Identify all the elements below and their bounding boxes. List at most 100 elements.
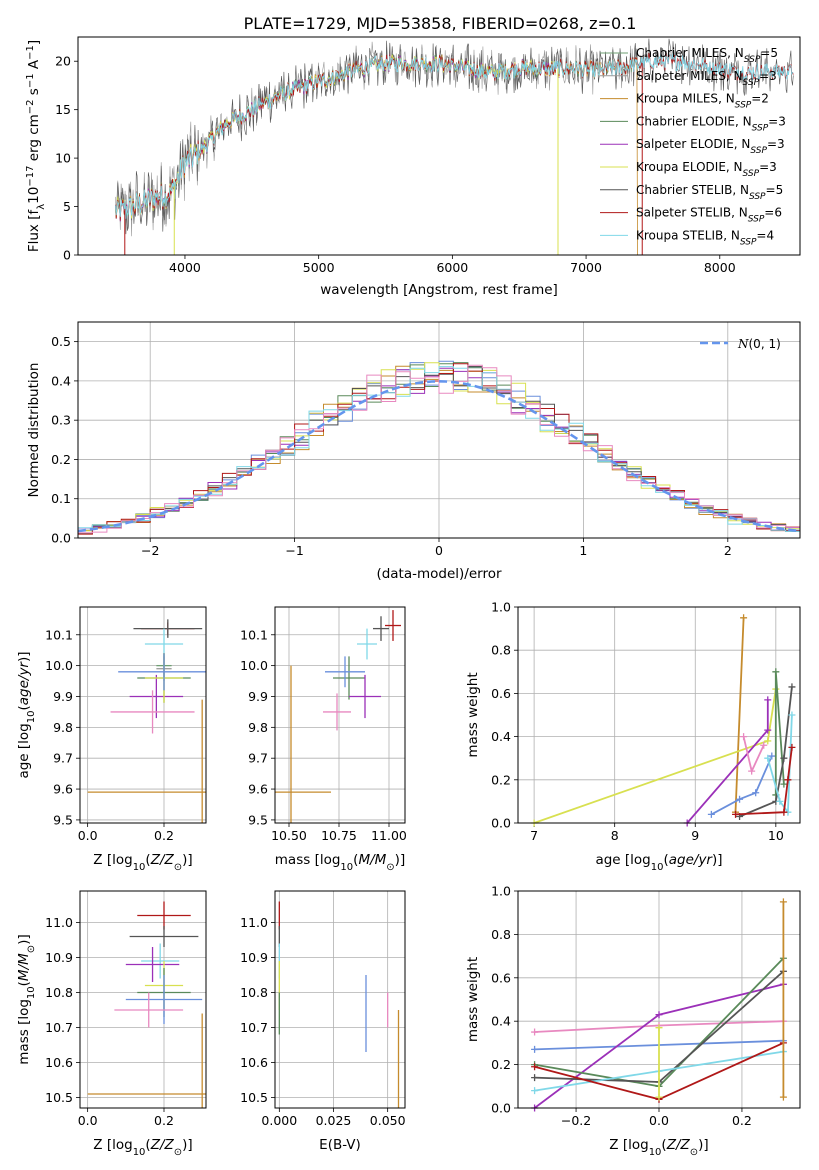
x-tick-label: 0.000 xyxy=(261,1113,297,1128)
legend-entry: Chabrier MILES, NSSP=5 xyxy=(636,46,778,65)
x-tick-label: −2 xyxy=(141,543,159,558)
weight-marker xyxy=(764,754,772,762)
legend-entry: Salpeter STELIB, NSSP=6 xyxy=(636,206,782,225)
weight-line xyxy=(710,755,773,816)
weight-marker xyxy=(772,668,780,676)
y-tick-label: 10.7 xyxy=(240,1020,268,1035)
weight-vs-metallicity-panel: −0.2 0.0 0.2 0.0 0.2 0.4 0.6 0.8 1.0 Z [log10(Z/Z… xyxy=(465,884,801,1158)
weight-vs-age-panel: 7 8 9 10 0.0 0.2 0.4 0.6 0.8 1.0 age [log10(age/yr… xyxy=(465,600,801,873)
weight-marker xyxy=(732,810,740,818)
y-tick-label: 0.1 xyxy=(51,491,71,506)
weight-line xyxy=(735,747,793,816)
y-tick-label: 9.7 xyxy=(53,751,73,766)
x-tick-label: 9 xyxy=(691,828,699,843)
y-tick-label: 9.7 xyxy=(248,751,268,766)
y-tick-label: 0.5 xyxy=(51,334,71,349)
residual-histogram xyxy=(78,364,800,534)
y-tick-label: 11.0 xyxy=(45,915,73,930)
x-tick-label: 0.050 xyxy=(370,1113,406,1128)
x-axis-label: (data-model)/error xyxy=(376,566,502,582)
y-axis-label: Flux [fλ10−17 erg cm−2 s−1 A−1] xyxy=(25,40,47,252)
age-vs-metallicity-panel: 0.0 0.2 9.5 9.6 9.7 9.8 9.9 10.0 10.1 Z [log10(Z/… xyxy=(16,606,207,873)
spectrum-line-kroupa-stelib xyxy=(115,53,794,219)
legend-entry: Chabrier ELODIE, NSSP=3 xyxy=(636,114,786,133)
y-tick-label: 9.5 xyxy=(53,812,73,827)
x-tick-label: 10.50 xyxy=(271,828,307,843)
weight-line xyxy=(739,686,793,818)
weight-marker xyxy=(655,1011,663,1019)
y-axis-label: age [log10(age/yr)] xyxy=(16,651,37,778)
legend-entry: Salpeter ELODIE, NSSP=3 xyxy=(636,137,785,156)
x-tick-label: 1 xyxy=(579,543,587,558)
x-tick-label: 4000 xyxy=(169,260,201,275)
legend-entry: Salpeter MILES, NSSP=3 xyxy=(636,69,777,88)
x-tick-label: 7 xyxy=(530,828,538,843)
y-tick-label: 0.0 xyxy=(491,816,511,831)
y-tick-label: 0.8 xyxy=(491,927,511,942)
y-axis-label: mass weight xyxy=(465,672,481,757)
x-tick-label: 10.75 xyxy=(321,828,357,843)
x-tick-label: 0.0 xyxy=(78,1113,98,1128)
y-tick-label: 1.0 xyxy=(491,884,511,899)
y-tick-label: 0.8 xyxy=(491,643,511,658)
y-tick-label: 0.0 xyxy=(51,531,71,546)
y-tick-label: 20 xyxy=(55,54,71,69)
y-tick-label: 10.7 xyxy=(45,1020,73,1035)
x-axis-label: Z [log10(Z/Z⊙)] xyxy=(93,1137,192,1158)
weight-marker xyxy=(776,797,784,805)
y-tick-label: 9.5 xyxy=(248,812,268,827)
x-tick-label: 0.025 xyxy=(316,1113,352,1128)
weight-marker xyxy=(736,795,744,803)
weight-marker xyxy=(531,1028,539,1036)
weight-marker xyxy=(788,711,796,719)
weight-marker xyxy=(780,780,788,788)
y-tick-label: 9.8 xyxy=(248,720,268,735)
weight-marker xyxy=(780,754,788,762)
y-tick-label: 10.5 xyxy=(45,1090,73,1105)
x-tick-label: 10 xyxy=(768,828,784,843)
x-tick-label: 2 xyxy=(724,543,732,558)
weight-marker xyxy=(780,808,788,816)
y-tick-label: 0.2 xyxy=(491,1057,511,1072)
y-axis-label: mass weight xyxy=(465,957,481,1042)
weight-marker xyxy=(764,726,772,734)
y-tick-label: 1.0 xyxy=(491,600,511,615)
y-tick-label: 0.6 xyxy=(491,686,511,701)
weight-marker xyxy=(779,898,787,906)
axes-frame xyxy=(517,606,801,824)
weight-marker xyxy=(779,1093,787,1101)
y-tick-label: 10.6 xyxy=(45,1055,73,1070)
residuals-panel: −2 −1 0 1 2 0.0 0.1 0.2 0.3 0.4 0.5 N(0, 1) (data-mo… xyxy=(26,321,801,582)
y-tick-label: 0.2 xyxy=(491,772,511,787)
y-tick-label: 10.6 xyxy=(240,1055,268,1070)
weight-marker xyxy=(752,789,760,797)
legend-entry: Kroupa STELIB, NSSP=4 xyxy=(636,228,774,247)
y-tick-label: 9.8 xyxy=(53,720,73,735)
weight-marker xyxy=(531,1074,539,1082)
x-tick-label: 8 xyxy=(611,828,619,843)
axes-frame xyxy=(517,890,801,1109)
axes-frame xyxy=(79,606,207,824)
legend-entry: Chabrier STELIB, NSSP=5 xyxy=(636,183,783,202)
y-tick-label: 10.8 xyxy=(240,985,268,1000)
x-axis-label: wavelength [Angstrom, rest frame] xyxy=(320,282,558,298)
y-tick-label: 10.1 xyxy=(45,627,73,642)
weight-marker xyxy=(788,743,796,751)
x-tick-label: 0 xyxy=(435,543,443,558)
y-tick-label: 0.2 xyxy=(51,452,71,467)
x-tick-label: 0.0 xyxy=(78,828,98,843)
weight-marker xyxy=(760,741,768,749)
y-tick-label: 9.6 xyxy=(53,782,73,797)
x-tick-label: 11.00 xyxy=(371,828,407,843)
y-tick-label: 10.9 xyxy=(240,950,268,965)
x-tick-label: 8000 xyxy=(704,260,736,275)
y-axis-label: Normed distribution xyxy=(26,363,42,498)
x-tick-label: 7000 xyxy=(570,260,602,275)
x-tick-label: −1 xyxy=(285,543,303,558)
x-axis-label: E(B-V) xyxy=(319,1137,361,1153)
y-tick-label: 9.9 xyxy=(248,689,268,704)
x-axis-label: mass [log10(M/M⊙)] xyxy=(275,852,405,873)
spectrum-panel: 4000 5000 6000 7000 8000 0 5 10 15 20 Chabrier MIL… xyxy=(25,36,801,298)
axes-frame xyxy=(274,890,406,1109)
x-axis-label: Z [log10(Z/Z⊙)] xyxy=(93,852,192,873)
